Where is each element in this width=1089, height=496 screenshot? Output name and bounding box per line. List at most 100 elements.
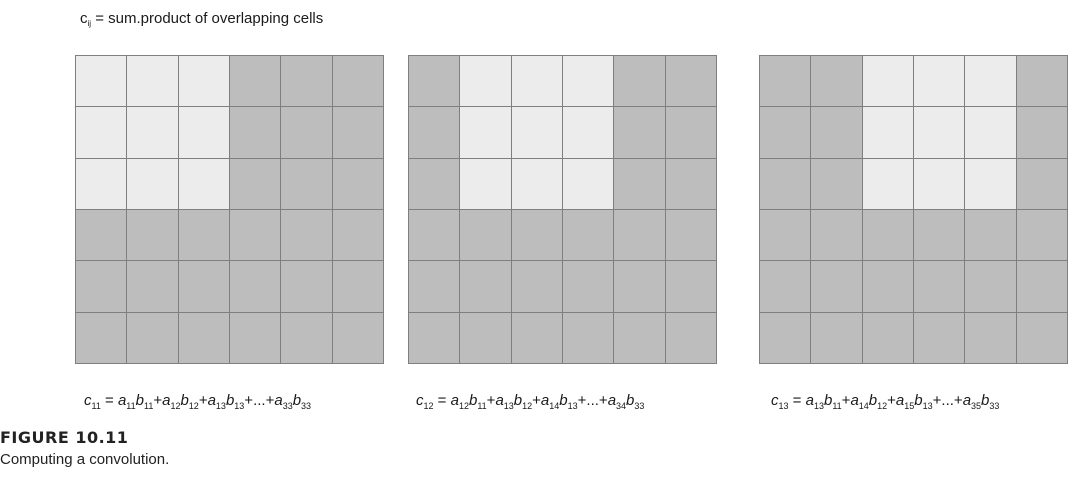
kernel-cell (965, 107, 1017, 159)
matrix-cell (229, 107, 282, 159)
matrix-cell (760, 312, 812, 364)
formula-a-term: a12 (450, 392, 469, 411)
matrix-cell (665, 158, 717, 210)
matrix-cell (614, 158, 666, 210)
formula-operator: = (100, 392, 118, 409)
formula-operator: + (153, 392, 163, 409)
kernel-cell (562, 56, 615, 108)
formula-operator: + (841, 392, 851, 409)
formula-lhs: c11 (84, 392, 101, 411)
formula-operator: + (265, 392, 275, 409)
matrix-cell (281, 261, 333, 313)
matrix-cell (281, 209, 333, 262)
matrix-cell (913, 209, 966, 262)
formula-operator: + (598, 392, 608, 409)
formula-b-term: b12 (868, 392, 888, 411)
matrix-cell (127, 209, 179, 262)
matrix-cell (281, 158, 333, 210)
matrix-cell (229, 158, 282, 210)
matrix-cell (332, 209, 384, 262)
kernel-cell (913, 56, 966, 108)
kernel-cell (178, 158, 230, 210)
matrix-cell (281, 312, 333, 364)
matrix-cell (409, 107, 461, 159)
matrix-cell (862, 209, 914, 262)
matrix-cell (614, 107, 666, 159)
matrix-cell (229, 261, 282, 313)
matrix-cell (811, 312, 863, 364)
kernel-cell (562, 107, 615, 159)
kernel-cell (76, 56, 128, 108)
kernel-cell (460, 56, 512, 108)
matrix-cell (811, 209, 863, 262)
kernel-cell (511, 158, 563, 210)
header-sub: ij (87, 19, 92, 28)
matrix-cell (281, 56, 333, 108)
matrix-cell (1016, 312, 1068, 364)
matrix-cell (913, 261, 966, 313)
formula-c13: c13 = a13b11+a14b12+a15b13+...+a35b33 (771, 392, 999, 411)
formula-operator: + (532, 392, 541, 409)
matrix-cell (511, 261, 563, 313)
formula-b-term: b11 (468, 392, 487, 411)
header-text: = sum.product of overlapping cells (91, 10, 324, 27)
formula-operator: + (486, 392, 496, 409)
matrix-cell (409, 312, 461, 364)
formula-a-term: a12 (162, 392, 181, 411)
formula-b-term: b12 (513, 392, 533, 411)
matrix-cell (760, 56, 812, 108)
matrix-cell (913, 312, 966, 364)
matrix-cell (229, 209, 282, 262)
matrix-cell (562, 312, 615, 364)
matrix-cell (332, 158, 384, 210)
matrix-cell (460, 312, 512, 364)
matrix-cell (127, 312, 179, 364)
matrix-cell (811, 261, 863, 313)
kernel-cell (862, 56, 914, 108)
kernel-cell (862, 107, 914, 159)
kernel-cell (913, 158, 966, 210)
matrix-cell (332, 56, 384, 108)
matrix-cell (862, 312, 914, 364)
matrix-cell (76, 261, 128, 313)
formula-lhs: c13 (771, 392, 789, 411)
matrix-cell (511, 209, 563, 262)
formula-operator: = (788, 392, 806, 409)
matrix-cell (1016, 158, 1068, 210)
formula-a-term: a14 (850, 392, 869, 411)
matrix-cell (76, 312, 128, 364)
formula-b-term: b33 (626, 392, 645, 411)
matrix-cell (760, 107, 812, 159)
matrix-cell (665, 56, 717, 108)
formula-b-term: b33 (981, 392, 1000, 411)
matrix-cell (460, 261, 512, 313)
matrix-cell (178, 261, 230, 313)
matrix-cell (614, 261, 666, 313)
matrix-cell (76, 209, 128, 262)
matrix-cell (409, 209, 461, 262)
matrix-cell (229, 312, 282, 364)
matrix-cell (965, 312, 1017, 364)
kernel-cell (127, 107, 179, 159)
matrix-cell (178, 312, 230, 364)
formula-lhs: c12 (416, 392, 434, 411)
kernel-cell (965, 56, 1017, 108)
formula-b-term: b13 (225, 392, 245, 411)
formula-operator: + (953, 392, 963, 409)
matrix-cell (281, 107, 333, 159)
formula-ellipsis: ... (586, 392, 599, 409)
formula-ellipsis: ... (941, 392, 954, 409)
kernel-cell (76, 107, 128, 159)
matrix-cell (614, 209, 666, 262)
matrix-cell (127, 261, 179, 313)
formula-operator: + (198, 392, 208, 409)
matrix-cell (965, 209, 1017, 262)
formula-ellipsis: ... (253, 392, 266, 409)
kernel-cell (511, 56, 563, 108)
formula-a-term: a13 (207, 392, 226, 411)
kernel-cell (76, 158, 128, 210)
kernel-cell (178, 107, 230, 159)
matrix-cell (965, 261, 1017, 313)
header-var: c (80, 10, 88, 27)
kernel-cell (178, 56, 230, 108)
